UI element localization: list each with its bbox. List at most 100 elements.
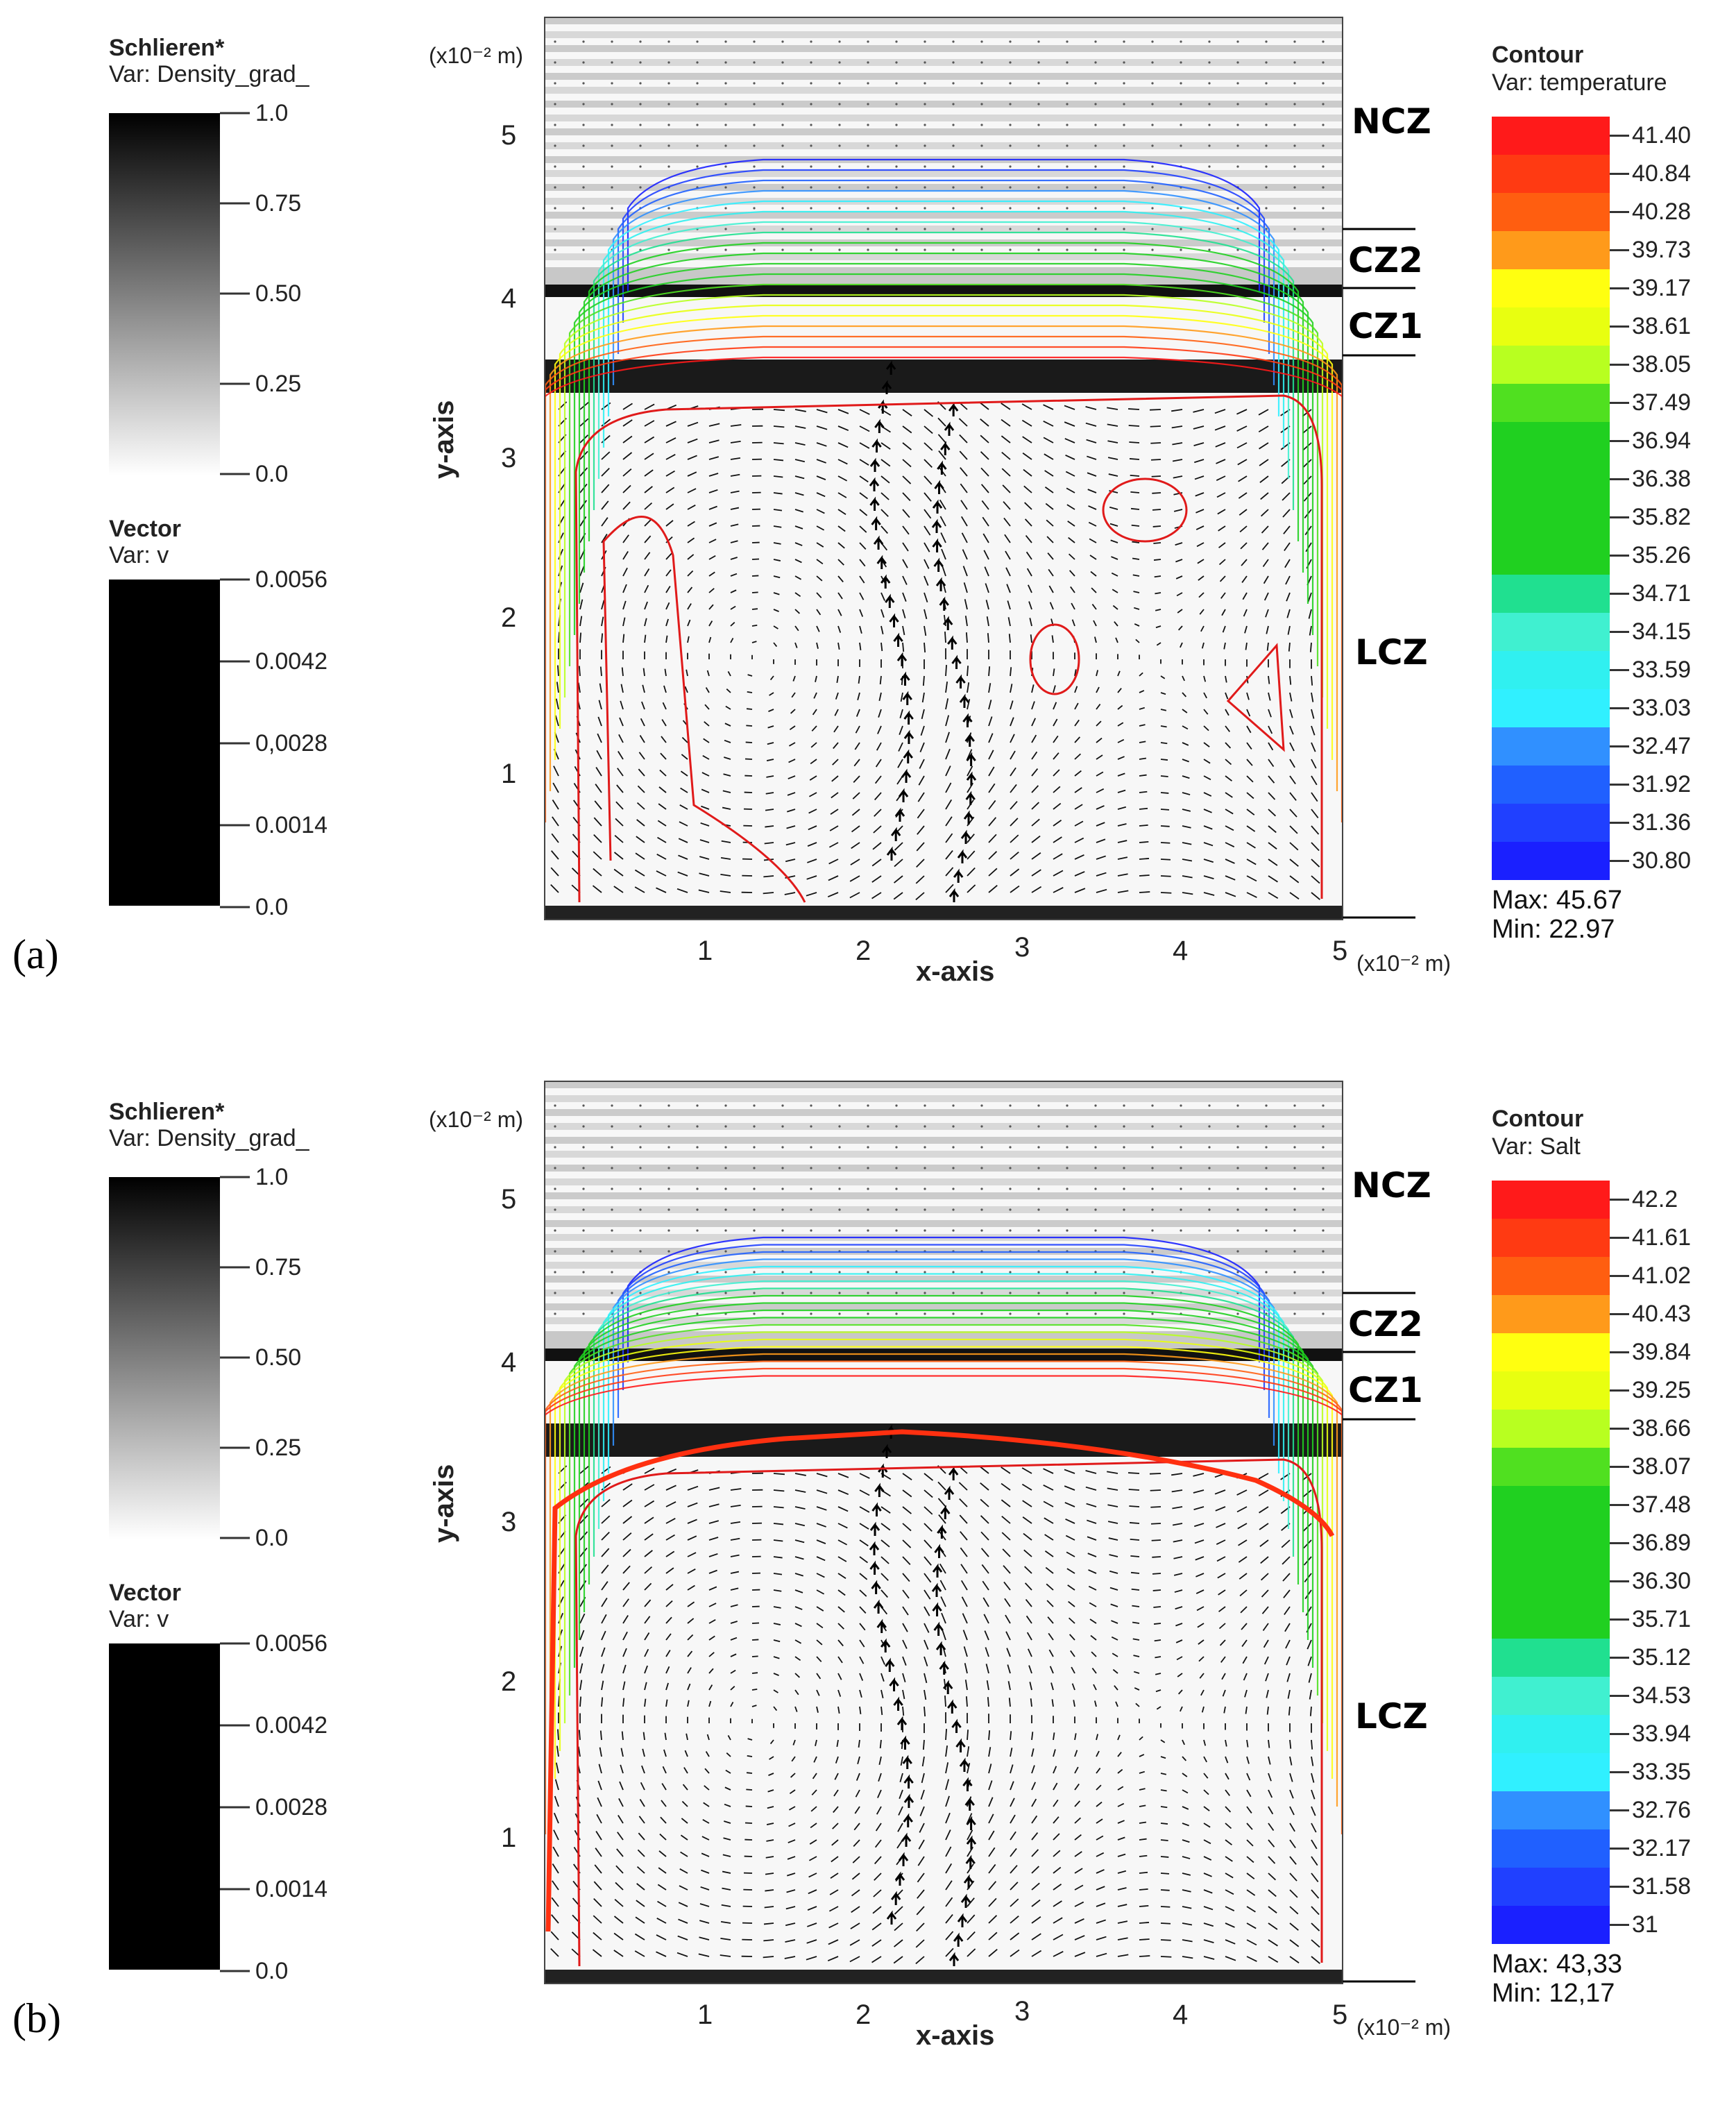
velocity-arrow (1225, 1906, 1235, 1911)
velocity-arrow (635, 1916, 645, 1924)
velocity-arrow (1156, 642, 1161, 646)
velocity-arrow (1268, 1773, 1272, 1782)
velocity-arrow (967, 1730, 969, 1741)
velocity-arrow (924, 1673, 928, 1684)
velocity-arrow (1246, 1739, 1249, 1748)
ncz-dot (924, 1312, 926, 1315)
velocity-arrow (917, 1872, 925, 1883)
plume-arrow (948, 1952, 960, 1966)
ncz-dot (1322, 1271, 1325, 1274)
velocity-arrow (988, 800, 996, 810)
contour-tick-label: 34.53 (1632, 1682, 1692, 1709)
ncz-dot (838, 40, 841, 43)
velocity-arrow (622, 1698, 625, 1707)
velocity-arrow (1010, 1882, 1019, 1891)
velocity-arrow (773, 1689, 778, 1693)
velocity-arrow (1286, 592, 1291, 602)
velocity-arrow (773, 1573, 783, 1575)
velocity-arrow (791, 692, 796, 698)
ncz-dot (810, 82, 812, 85)
velocity-arrow (945, 1947, 954, 1957)
velocity-arrow (687, 421, 699, 427)
velocity-arrow (730, 507, 740, 510)
ncz-dot (1094, 1229, 1097, 1232)
ncz-dot (924, 1104, 926, 1107)
contour-colorbar-segment (1492, 1333, 1610, 1371)
velocity-arrow (681, 736, 688, 743)
contour-colorbar-segment (1492, 766, 1610, 804)
velocity-arrow (677, 1935, 688, 1941)
ncz-dot (1066, 207, 1069, 210)
velocity-arrow (595, 767, 602, 777)
velocity-arrow (618, 1798, 624, 1807)
ncz-dot (1236, 165, 1239, 168)
velocity-arrow (1110, 539, 1118, 543)
ncz-dot (753, 1229, 756, 1232)
velocity-arrow (880, 1589, 888, 1598)
velocity-arrow (983, 550, 989, 560)
plume-arrow (963, 810, 974, 825)
velocity-arrow (1243, 609, 1248, 617)
ncz-dot (781, 1167, 784, 1169)
contour-line (545, 1367, 1343, 1414)
ncz-dot (781, 1125, 784, 1128)
velocity-arrow (1132, 1605, 1140, 1607)
velocity-arrow (665, 1699, 668, 1707)
velocity-arrow (1217, 1573, 1226, 1579)
contour-colorbar-segment (1492, 575, 1610, 613)
ncz-dot (582, 207, 585, 210)
contour-colorbar-segment (1492, 1639, 1610, 1677)
velocity-arrow (1305, 1606, 1312, 1616)
velocity-arrow (720, 874, 731, 877)
velocity-arrow (1193, 425, 1205, 430)
ncz-dot (1009, 40, 1012, 43)
contour-tick-label: 42.2 (1632, 1185, 1678, 1212)
velocity-arrow (988, 1863, 996, 1874)
velocity-arrow (1182, 1806, 1189, 1810)
velocity-arrow (1173, 509, 1183, 512)
velocity-arrow (698, 889, 710, 893)
velocity-arrow (959, 450, 968, 460)
ncz-dot (1322, 1167, 1325, 1169)
velocity-arrow (773, 1639, 781, 1643)
velocity-arrow (579, 1580, 587, 1591)
velocity-arrow (837, 542, 845, 549)
velocity-arrow (665, 437, 676, 443)
velocity-arrow (1246, 892, 1257, 898)
velocity-arrow (964, 1680, 968, 1691)
velocity-arrow (601, 534, 608, 543)
velocity-arrow (902, 1673, 906, 1683)
velocity-arrow (1053, 870, 1064, 877)
plume-arrow (874, 419, 885, 433)
velocity-arrow (644, 552, 651, 560)
ncz-dot (554, 1229, 556, 1232)
velocity-arrow (816, 1689, 820, 1696)
velocity-arrow (1139, 1905, 1149, 1907)
plume-arrow (900, 671, 910, 686)
ncz-dot (924, 82, 926, 85)
velocity-arrow (960, 467, 968, 477)
velocity-arrow (940, 1596, 946, 1607)
plume-arrow (902, 1755, 912, 1769)
plume-arrow (902, 691, 912, 705)
velocity-arrow (687, 1552, 697, 1557)
velocity-arrow (1087, 455, 1097, 460)
velocity-arrow (769, 692, 774, 696)
velocity-arrow (859, 525, 867, 533)
velocity-arrow (1010, 834, 1019, 843)
velocity-arrow (808, 1856, 817, 1861)
velocity-arrow (856, 1773, 860, 1781)
velocity-arrow (614, 834, 624, 843)
contour-legend-title: Contour (1492, 1106, 1584, 1132)
ncz-dot (1293, 248, 1296, 251)
y-tick-label: 1 (501, 759, 517, 789)
velocity-arrow (1182, 742, 1189, 746)
contour-line (545, 1360, 1343, 1834)
velocity-arrow (730, 424, 742, 427)
ncz-dot (1123, 144, 1125, 147)
velocity-arrow (924, 642, 926, 653)
velocity-arrow (1074, 888, 1086, 893)
velocity-arrow (723, 1837, 731, 1841)
contour-tick-label: 33.59 (1632, 656, 1692, 683)
velocity-arrow (1289, 759, 1295, 768)
